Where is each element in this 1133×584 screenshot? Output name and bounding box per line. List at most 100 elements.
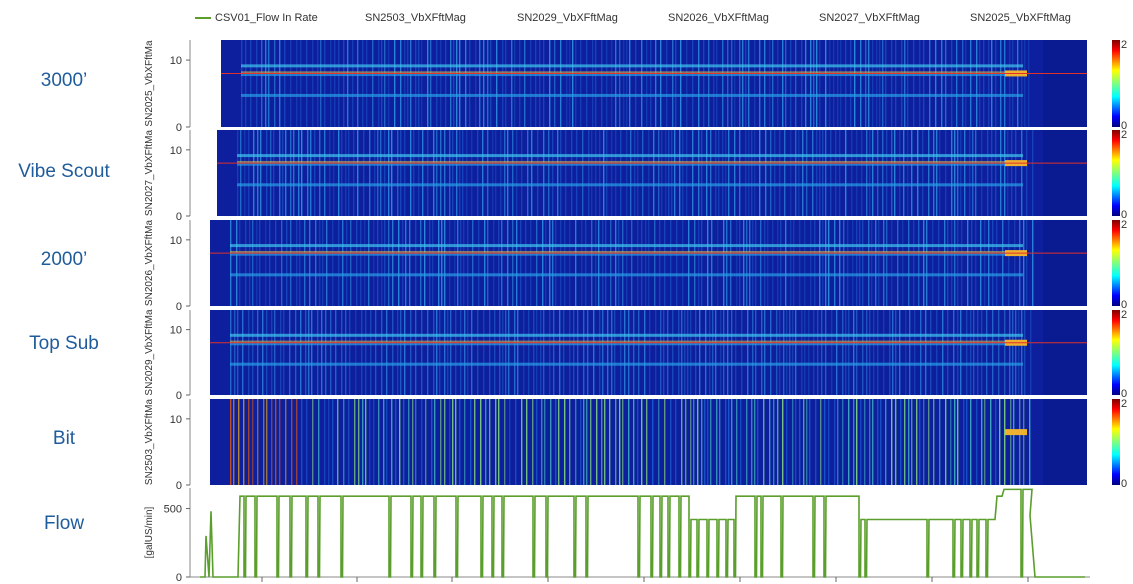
heatmap-streak — [883, 220, 885, 306]
heatmap-streak — [605, 220, 607, 306]
heatmap-streak — [877, 310, 879, 395]
heatmap-streak — [977, 310, 979, 395]
heatmap-streak — [283, 310, 285, 395]
heatmap-streak — [404, 40, 406, 127]
heatmap-streak — [806, 399, 808, 485]
heatmap-streak — [646, 40, 648, 127]
heatmap-streak — [901, 40, 903, 127]
heatmap-streak — [1012, 310, 1014, 395]
legend-label: SN2025_VbXFftMag — [970, 12, 1071, 24]
heatmap-streak — [911, 399, 913, 485]
heatmap-streak — [230, 220, 232, 306]
heatmap-streak — [315, 220, 317, 306]
heatmap-streak — [404, 130, 406, 216]
heatmap-streak — [754, 399, 756, 485]
heatmap-streak — [487, 130, 489, 216]
row-label-flow: Flow — [43, 513, 85, 534]
heatmap-streak — [945, 130, 947, 216]
heatmap-streak — [464, 310, 466, 395]
heatmap-streak — [883, 310, 885, 395]
heatmap-streak — [727, 310, 729, 395]
heatmap-streak — [587, 310, 589, 395]
legend-label: SN2027_VbXFftMag — [819, 12, 920, 24]
heatmap-streak — [386, 310, 388, 395]
heatmap-streak — [489, 310, 491, 395]
heatmap-streak — [933, 399, 935, 485]
heatmap-streak — [825, 310, 827, 395]
flow-series-line — [200, 488, 1085, 578]
heatmap-streak — [685, 399, 687, 485]
heatmap-streak — [436, 40, 438, 127]
heatmap-streak — [483, 40, 485, 127]
heatmap-streak — [851, 130, 853, 216]
heatmap-streak — [930, 310, 932, 395]
heatmap-streak — [814, 220, 816, 306]
heatmap-streak — [330, 40, 332, 127]
heatmap-streak — [602, 220, 604, 306]
heatmap-streak — [369, 399, 371, 485]
heatmap-streak — [790, 40, 792, 127]
heatmap-streak — [810, 40, 812, 127]
heatmap-streak — [903, 130, 905, 216]
heatmap-streak — [477, 310, 479, 395]
heatmap-streak — [526, 399, 528, 485]
heatmap-streak — [583, 310, 585, 395]
heatmap-streak — [523, 310, 525, 395]
heatmap-streak — [757, 399, 759, 485]
heatmap-streak — [885, 399, 887, 485]
heatmap-streak — [1011, 130, 1013, 216]
heatmap-streak — [502, 40, 504, 127]
heatmap-streak — [813, 310, 815, 395]
heatmap-streak — [834, 220, 836, 306]
heatmap-streak — [983, 40, 985, 127]
heatmap-streak — [895, 40, 897, 127]
y-axis-label: SN2026_VbXFftMa — [144, 219, 155, 306]
heatmap-streak — [810, 220, 812, 306]
heatmap-streak — [273, 130, 275, 216]
heatmap-streak — [400, 310, 402, 395]
heatmap-band — [237, 162, 1023, 166]
heatmap-streak — [919, 399, 921, 485]
heatmap-streak — [433, 130, 435, 216]
heatmap-streak — [582, 130, 584, 216]
heatmap-streak — [352, 40, 354, 127]
heatmap-streak — [754, 40, 756, 127]
heatmap-streak — [310, 130, 312, 216]
heatmap-streak — [690, 399, 692, 485]
heatmap-streak — [764, 220, 766, 306]
heatmap-streak — [830, 130, 832, 216]
heatmap-streak — [338, 220, 340, 306]
heatmap-streak — [516, 220, 518, 306]
heatmap-streak — [976, 40, 978, 127]
heatmap-streak — [507, 130, 509, 216]
heatmap-streak — [819, 220, 821, 306]
heatmap-streak — [249, 220, 251, 306]
heatmap-streak — [559, 310, 561, 395]
heatmap-streak — [514, 40, 516, 127]
heatmap-streak — [234, 310, 236, 395]
heatmap-panel: 0 10 SN2503_VbXFftMa 2 0 — [144, 398, 1127, 492]
heatmap-streak — [623, 40, 625, 127]
heatmap-streak — [801, 310, 803, 395]
heatmap-streak — [569, 310, 571, 395]
heatmap-streak — [980, 220, 982, 306]
heatmap-streak — [742, 40, 744, 127]
heatmap-streak — [760, 220, 762, 306]
heatmap-streak — [521, 399, 523, 485]
heatmap-streak — [610, 220, 612, 306]
heatmap-streak — [274, 40, 276, 127]
heatmap-streak — [752, 310, 754, 395]
heatmap-streak — [869, 310, 871, 395]
heatmap-streak — [459, 40, 461, 127]
heatmap-streak — [245, 220, 247, 306]
y-axis-label: [galUS/min] — [144, 506, 155, 558]
heatmap-streak — [388, 220, 390, 306]
heatmap-streak — [944, 220, 946, 306]
heatmap-streak — [1030, 310, 1032, 395]
heatmap-streak — [599, 310, 601, 395]
heatmap-band — [237, 154, 1023, 158]
heatmap-streak — [505, 40, 507, 127]
heatmap-streak — [635, 40, 637, 127]
heatmap-streak — [595, 130, 597, 216]
heatmap-streak — [1026, 220, 1028, 306]
